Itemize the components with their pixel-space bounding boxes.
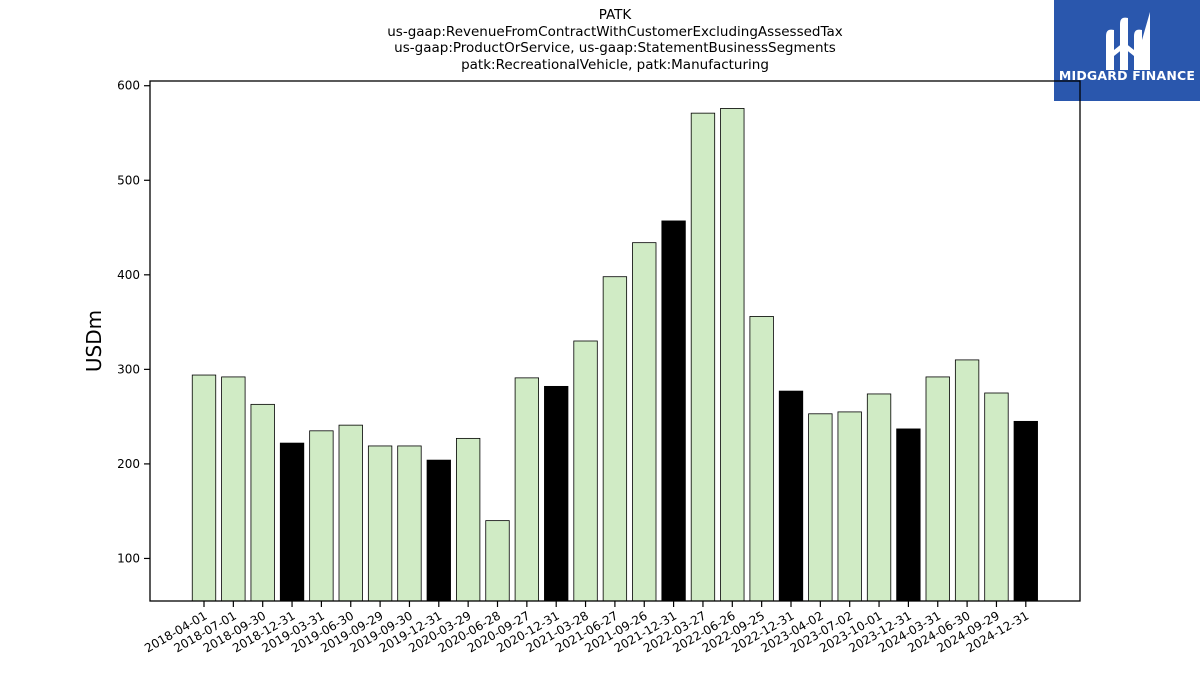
bar-2023-12-31 <box>896 428 921 602</box>
y-tick-label: 200 <box>117 457 140 471</box>
bars-group <box>191 108 1038 602</box>
logo-text: MIDGARD FINANCE <box>1058 68 1196 83</box>
bar-2022-09-25 <box>749 316 774 602</box>
x-axis: 2018-04-012018-07-012018-09-302018-12-31… <box>142 601 1031 655</box>
bar-2021-03-28 <box>573 340 598 602</box>
chart-title: PATK <box>598 7 632 23</box>
bar-2024-06-30 <box>954 359 980 602</box>
bar-2020-03-29 <box>455 437 481 602</box>
bar-2021-12-31 <box>661 220 686 602</box>
bar-2024-12-31 <box>1013 420 1038 602</box>
y-tick-label: 600 <box>117 79 140 93</box>
bar-2019-12-31 <box>426 459 451 602</box>
bar-2019-09-30 <box>397 445 422 602</box>
bar-2020-09-27 <box>514 377 539 602</box>
bar-2021-06-27 <box>602 276 628 602</box>
y-tick-label: 400 <box>117 268 140 282</box>
bar-2021-09-26 <box>632 242 657 602</box>
bar-2019-03-31 <box>309 430 334 602</box>
bar-2018-09-30 <box>250 403 275 602</box>
y-tick-label: 100 <box>117 551 140 565</box>
y-axis-label: USDm <box>82 310 106 372</box>
bar-2023-10-01 <box>866 393 892 602</box>
bar-2019-09-29 <box>367 445 393 602</box>
midgard-finance-logo: MIDGARD FINANCE <box>1054 0 1200 101</box>
chart-title-block: PATK us-gaap:RevenueFromContractWithCust… <box>150 7 1080 73</box>
bar-2023-07-02 <box>837 411 862 602</box>
bar-2024-03-31 <box>925 376 950 602</box>
bar-2018-07-01 <box>221 376 246 602</box>
bar-2023-04-02 <box>808 413 833 602</box>
y-tick-label: 500 <box>117 173 140 187</box>
bar-2022-12-31 <box>778 390 804 602</box>
bar-2019-06-30 <box>338 424 363 602</box>
bar-2024-09-29 <box>984 392 1009 602</box>
y-tick-label: 300 <box>117 362 140 376</box>
y-axis: 100 200 300 400 500 600 <box>117 79 150 565</box>
chart-subtitle-axes: us-gaap:ProductOrService, us-gaap:Statem… <box>394 40 836 56</box>
bar-2020-06-28 <box>485 520 510 602</box>
bar-2022-06-26 <box>720 108 745 602</box>
midgard-logo-icon <box>1106 12 1150 71</box>
chart-subtitle-concept: us-gaap:RevenueFromContractWithCustomerE… <box>387 23 843 40</box>
bar-2020-12-31 <box>544 385 569 602</box>
chart-subtitle-members: patk:RecreationalVehicle, patk:Manufactu… <box>461 56 769 73</box>
bar-2022-03-27 <box>690 112 716 602</box>
bar-2018-12-31 <box>279 442 305 602</box>
bar-2018-04-01 <box>191 374 217 602</box>
